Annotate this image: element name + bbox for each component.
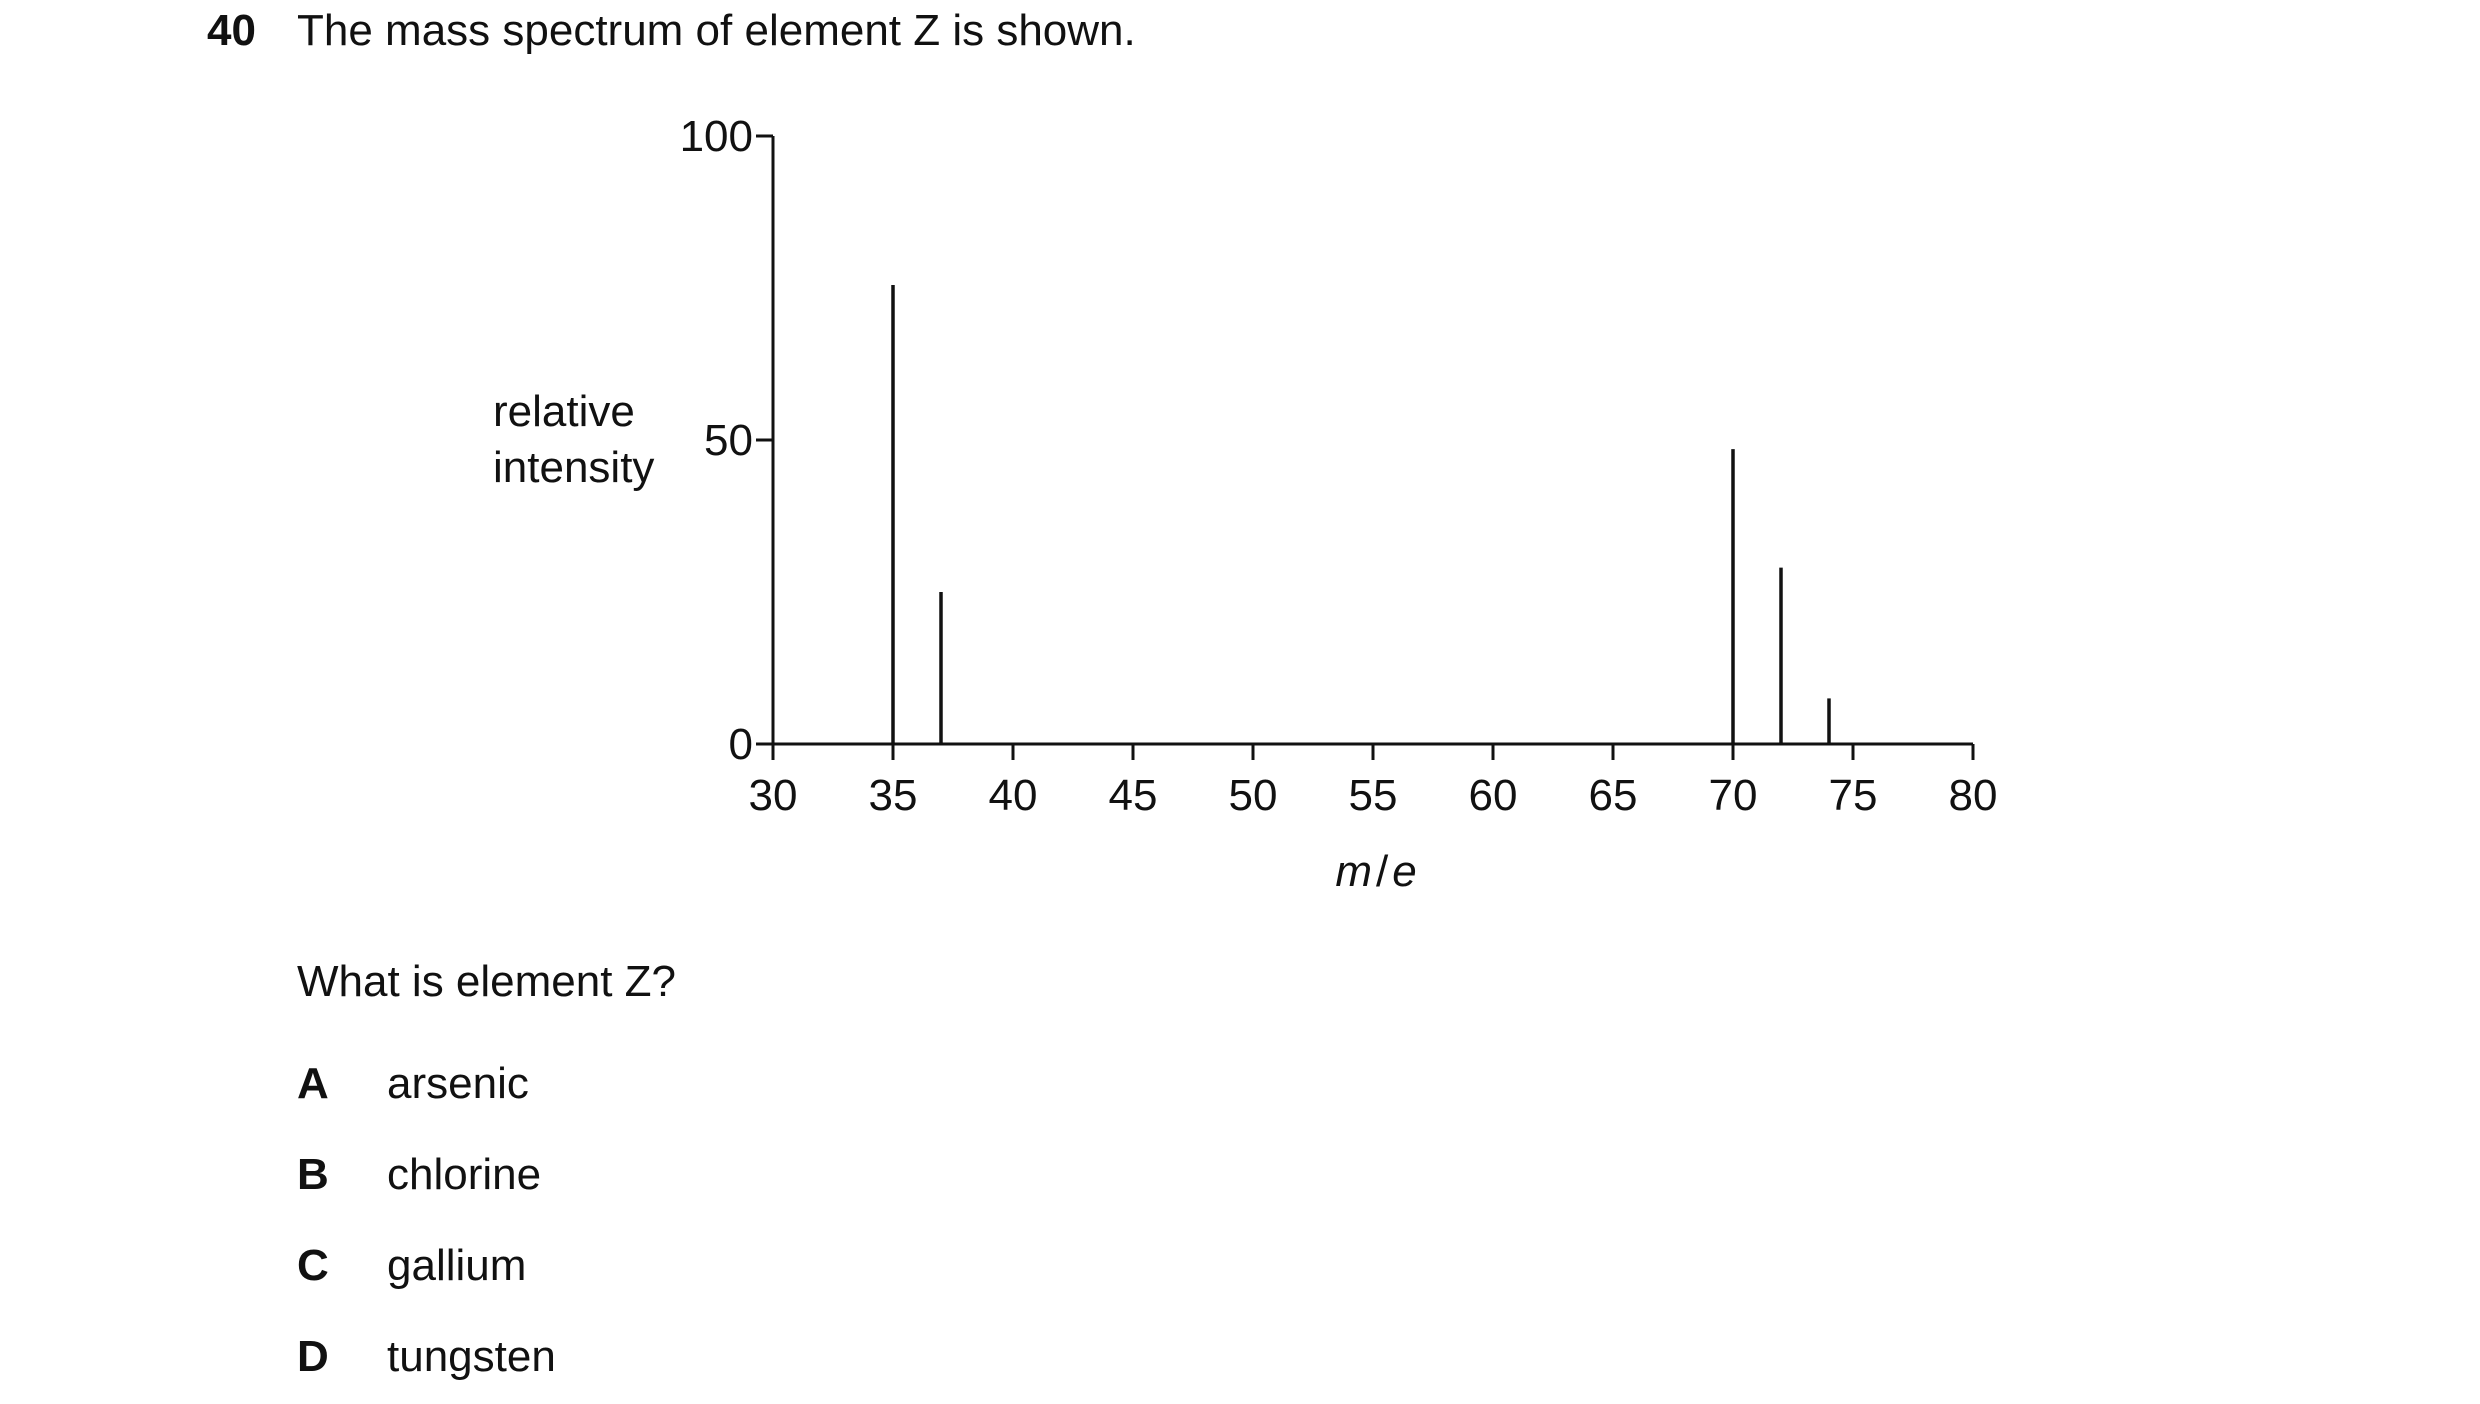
option-b-letter: B [297,1150,329,1199]
y-axis-label-line-2: intensity [493,443,654,492]
x-tick-label: 65 [1589,771,1638,820]
option-a-letter: A [297,1059,329,1108]
option-a-text: arsenic [387,1059,529,1108]
question-number: 40 [207,6,256,55]
x-axis-label: m/e [1335,847,1416,896]
y-tick-label: 50 [704,416,753,465]
x-axis-label-first: m [1335,847,1372,896]
x-axis-ticks: 30 35 40 45 50 55 60 65 70 75 80 [749,744,1998,820]
y-axis-label-line-1: relative [493,387,635,436]
x-tick-label: 35 [869,771,918,820]
x-axis-label-separator: / [1376,847,1389,896]
x-tick-label: 80 [1949,771,1998,820]
y-tick-label: 0 [729,720,753,769]
option-c-letter: C [297,1241,329,1290]
x-tick-label: 45 [1109,771,1158,820]
question-prompt: What is element Z? [297,957,677,1006]
x-tick-label: 75 [1829,771,1878,820]
x-tick-label: 70 [1709,771,1758,820]
y-axis-ticks: 0 50 100 [680,112,773,769]
option-d-text: tungsten [387,1332,556,1381]
x-axis-label-second: e [1392,847,1416,896]
x-tick-label: 50 [1229,771,1278,820]
x-tick-label: 40 [989,771,1038,820]
spectrum-peaks [891,284,1831,744]
y-tick-label: 100 [680,112,753,161]
question-text: The mass spectrum of element Z is shown. [297,6,1136,55]
x-tick-label: 30 [749,771,798,820]
x-tick-label: 60 [1469,771,1518,820]
option-c-text: gallium [387,1241,527,1290]
option-b-text: chlorine [387,1150,542,1199]
chart-frame [771,136,1973,746]
x-tick-label: 55 [1349,771,1398,820]
option-d-letter: D [297,1332,329,1381]
